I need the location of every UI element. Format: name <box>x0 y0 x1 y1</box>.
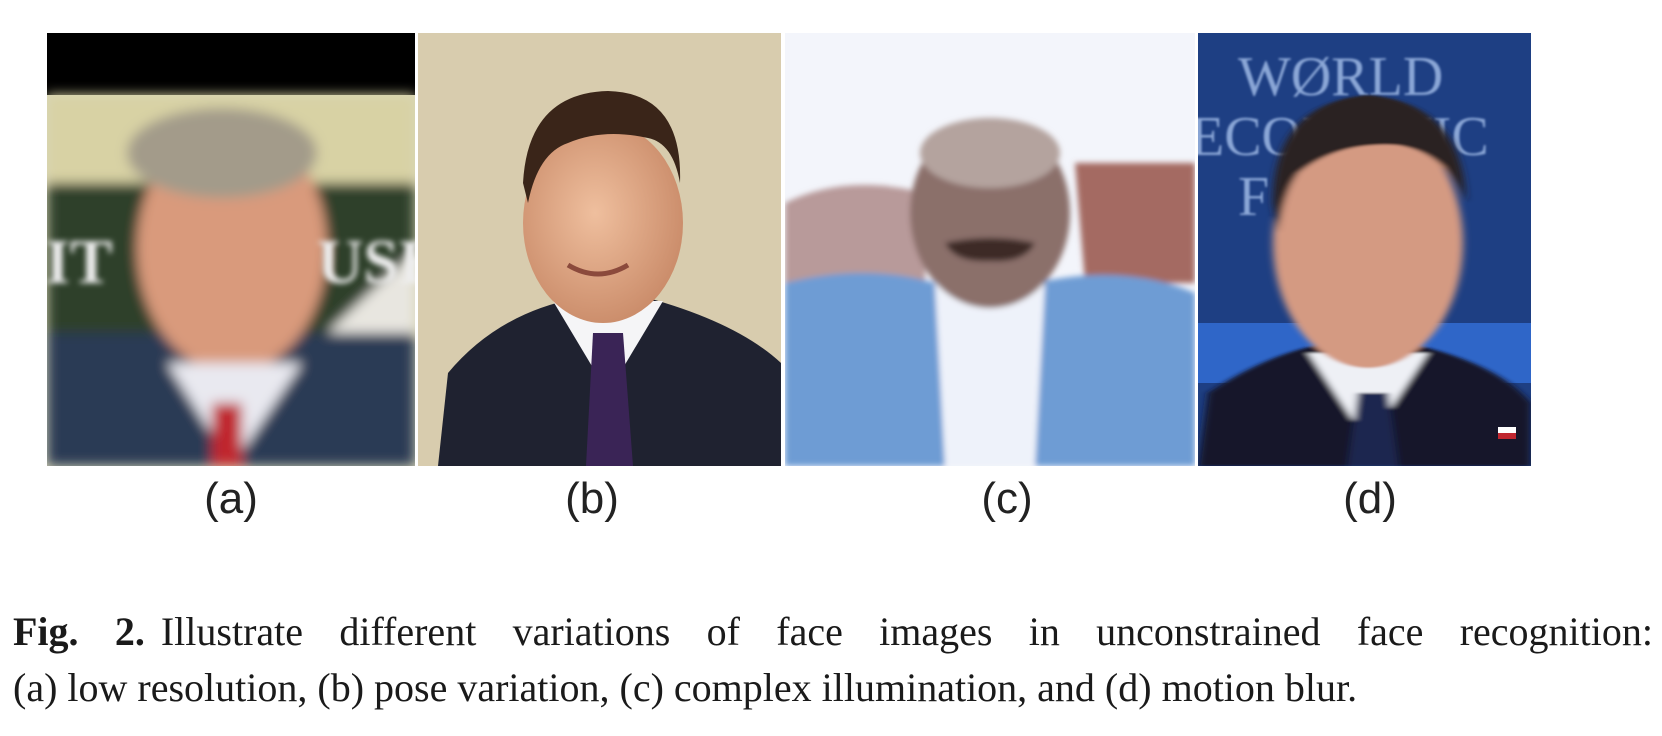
panel-c-image <box>785 33 1195 466</box>
figure-number-label: Fig. 2. <box>13 609 145 654</box>
caption-line-1: Fig. 2. Illustrate different variations o… <box>13 604 1653 660</box>
panel-b-label: (b) <box>565 474 619 523</box>
motion-blur-face-image: WØRLD ECONOMIC F <box>1198 33 1531 466</box>
caption-text-line-1: Illustrate different variations of face … <box>160 609 1654 654</box>
panel-c-label: (c) <box>981 474 1033 523</box>
complex-illumination-face-image <box>785 33 1195 466</box>
figure-panels: IT USE <box>47 33 1531 523</box>
low-resolution-face-image: IT USE <box>47 33 415 466</box>
panel-a-image: IT USE <box>47 33 415 466</box>
panel-a-label: (a) <box>204 474 258 523</box>
panel-b-image <box>418 33 781 466</box>
caption-text-line-2: (a) low resolution, (b) pose variation, … <box>13 665 1358 710</box>
overlay-text-line-1: WØRLD <box>1238 46 1443 108</box>
panel-d-label: (d) <box>1343 474 1397 523</box>
overlay-text-right: USE <box>317 226 415 297</box>
pose-variation-face-image <box>418 33 781 466</box>
overlay-text-left: IT <box>47 226 113 297</box>
overlay-text-line-3: F <box>1238 166 1269 228</box>
panel-d-image: WØRLD ECONOMIC F <box>1198 33 1531 466</box>
figure-caption: Fig. 2. Illustrate different variations o… <box>13 604 1653 716</box>
